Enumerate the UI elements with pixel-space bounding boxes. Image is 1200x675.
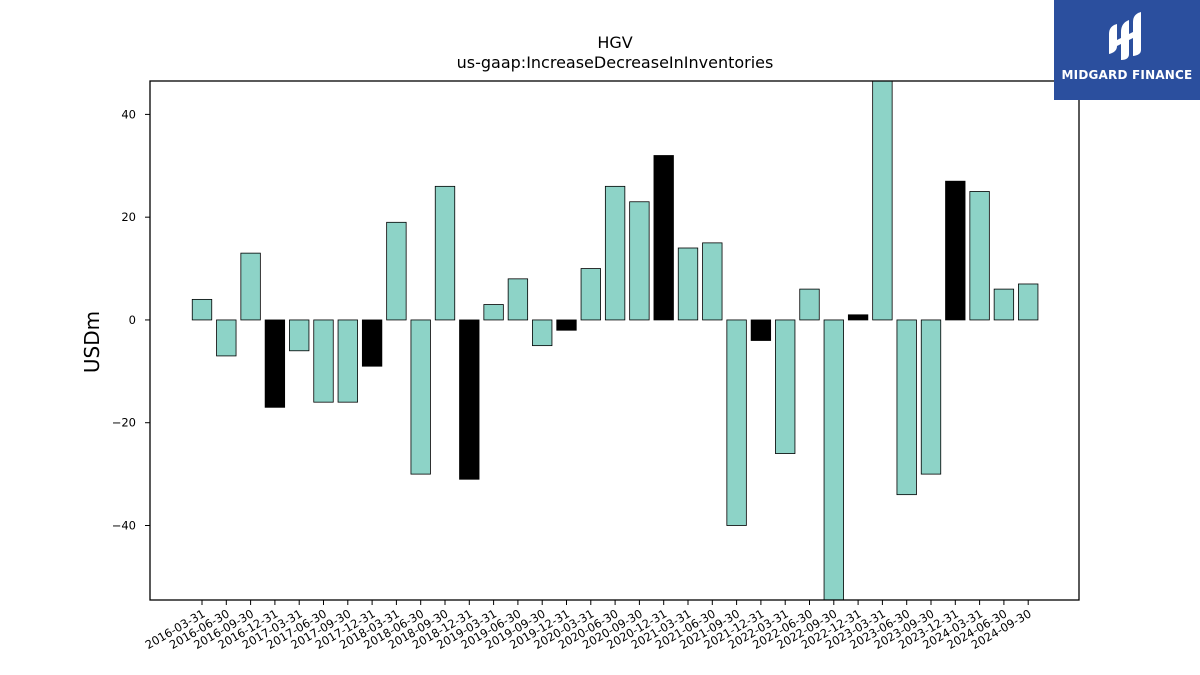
bar-2019-03-31: [483, 304, 504, 321]
bar-2022-03-31: [775, 319, 796, 454]
midgard-finance-logo: MIDGARD FINANCE: [1054, 0, 1200, 100]
bar-2022-06-30: [799, 288, 820, 321]
bar-2018-06-30: [410, 319, 431, 475]
bars-layer: [191, 81, 1039, 600]
bar-2021-12-31: [750, 319, 772, 341]
bar-2020-09-30: [629, 201, 650, 321]
y-axis-label: USDm: [80, 311, 104, 373]
y-tick-label: 0: [129, 313, 136, 327]
bar-2024-06-30: [993, 288, 1015, 321]
chart-subtitle: us-gaap:IncreaseDecreaseInInventories: [457, 53, 774, 72]
chart-title: HGV: [597, 33, 632, 52]
bar-2020-03-31: [580, 268, 601, 321]
bar-2023-12-31: [945, 180, 966, 321]
bar-2023-03-31: [872, 81, 893, 321]
bar-2019-12-31: [556, 319, 577, 331]
bar-2018-03-31: [386, 221, 407, 321]
bar-2023-06-30: [896, 319, 917, 496]
y-tick-label: −40: [112, 518, 136, 532]
bar-2021-03-31: [677, 247, 699, 321]
plot-frame: [149, 80, 1080, 601]
bar-2020-12-31: [653, 155, 674, 321]
bar-2016-12-31: [264, 319, 286, 408]
bar-2021-06-30: [702, 242, 723, 321]
bar-2017-03-31: [289, 319, 310, 352]
bar-2020-06-30: [604, 185, 626, 321]
bar-2016-06-30: [216, 319, 237, 357]
bar-2022-12-31: [847, 314, 869, 321]
y-tick-label: 20: [121, 210, 136, 224]
logo-text: MIDGARD FINANCE: [1061, 68, 1193, 82]
bar-2019-09-30: [532, 319, 553, 347]
y-tick-label: 40: [121, 107, 136, 121]
y-axis: 40 20 0 −20 −40: [112, 107, 150, 532]
bar-2021-09-30: [726, 319, 747, 526]
bar-2017-09-30: [337, 319, 358, 403]
bar-2019-06-30: [507, 278, 529, 321]
bar-2016-03-31: [191, 298, 213, 321]
bar-2017-12-31: [361, 319, 383, 367]
x-axis: 2016-03-312016-06-302016-09-302016-12-31…: [143, 600, 1034, 652]
bar-2018-09-30: [434, 185, 456, 321]
bar-2024-03-31: [969, 191, 990, 321]
bar-2017-06-30: [313, 319, 334, 403]
bar-2024-09-30: [1018, 283, 1039, 321]
y-tick-label: −20: [112, 416, 136, 430]
bar-2016-09-30: [240, 252, 261, 321]
bar-2022-09-30: [823, 319, 844, 600]
logo-mark-icon: [1109, 12, 1141, 60]
bar-2018-12-31: [459, 319, 480, 480]
bar-2023-09-30: [920, 319, 942, 475]
